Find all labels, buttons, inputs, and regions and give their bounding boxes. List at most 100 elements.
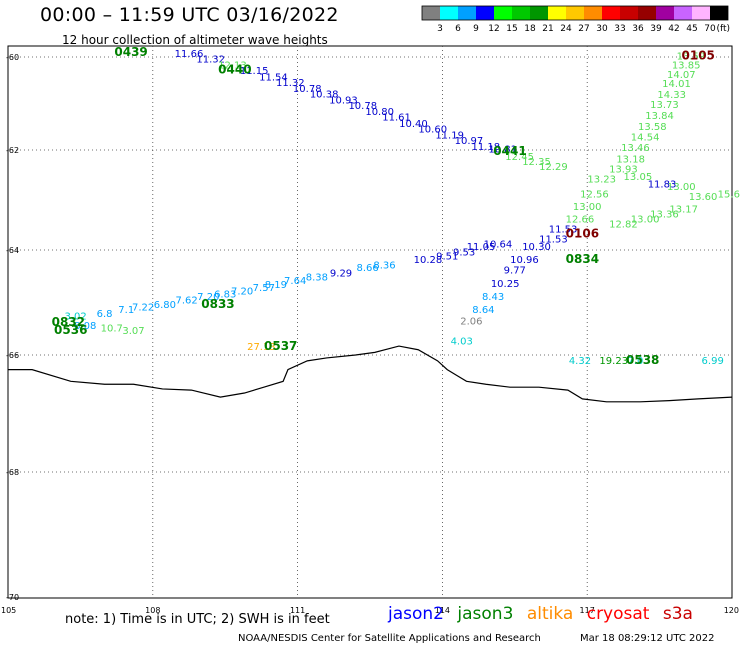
wave-height-value: 7.57 bbox=[253, 283, 275, 294]
scale-swatch bbox=[620, 6, 638, 20]
legend-jason2: jason2 bbox=[388, 604, 444, 624]
scale-tick-label: 36 bbox=[632, 24, 644, 34]
wave-height-value: 7.22 bbox=[132, 302, 154, 313]
wave-height-value: 11.83 bbox=[648, 180, 677, 191]
scale-swatch bbox=[656, 6, 674, 20]
scale-tick-label: 33 bbox=[614, 24, 625, 34]
wave-height-value: 13.00 bbox=[573, 202, 602, 213]
track-time-label: 0833 bbox=[201, 297, 234, 311]
scale-tick-label: 3 bbox=[437, 24, 443, 34]
wave-height-value: 7.64 bbox=[284, 276, 306, 287]
wave-height-value: 13.58 bbox=[638, 122, 667, 133]
scale-swatch bbox=[674, 6, 692, 20]
wave-height-value: 7.62 bbox=[175, 296, 197, 307]
wave-height-value: 8.19 bbox=[265, 280, 287, 291]
track-time-label: 0441 bbox=[493, 144, 526, 158]
scale-tick-label: 30 bbox=[596, 24, 608, 34]
wave-height-value: 13.18 bbox=[616, 155, 645, 166]
wave-height-value: 10.60 bbox=[418, 124, 447, 135]
scale-tick-label: 21 bbox=[542, 24, 553, 34]
scale-swatch bbox=[458, 6, 476, 20]
wave-height-value: 10.38 bbox=[310, 89, 339, 100]
wave-height-value: 10.78 bbox=[348, 101, 377, 112]
track-time-label: 0440 bbox=[218, 62, 251, 76]
lat-label: -68 bbox=[6, 468, 19, 477]
wave-height-value: 10.78 bbox=[293, 84, 322, 95]
note-text: note: 1) Time is in UTC; 2) SWH is in fe… bbox=[65, 612, 330, 627]
wave-height-value: 11.54 bbox=[259, 72, 288, 83]
wave-height-value: 13.85 bbox=[672, 61, 701, 72]
lon-label: 108 bbox=[145, 606, 160, 615]
scale-tick-label: 70 bbox=[704, 24, 716, 34]
legend-cryosat: cryosat bbox=[586, 604, 650, 624]
wave-height-value: 13.59 bbox=[677, 51, 706, 62]
wave-height-value: 13.00 bbox=[667, 182, 696, 193]
wave-height-value: 13.84 bbox=[645, 111, 674, 122]
wave-height-value: 9.77 bbox=[504, 266, 526, 277]
wave-height-value: 10.97 bbox=[455, 136, 484, 147]
wave-height-value: 4.03 bbox=[451, 337, 473, 348]
wave-height-value: 13.73 bbox=[650, 100, 679, 111]
wave-height-value: 7.20 bbox=[197, 292, 219, 303]
wave-height-value: 12.45 bbox=[505, 152, 534, 163]
scale-swatch bbox=[602, 6, 620, 20]
lat-label: -60 bbox=[6, 53, 19, 62]
scale-swatch bbox=[710, 6, 728, 20]
scale-swatch bbox=[692, 6, 710, 20]
wave-height-value: 8.38 bbox=[306, 272, 328, 283]
map-grid bbox=[7, 45, 733, 599]
wave-height-value: 13.60 bbox=[689, 192, 718, 203]
satellite-legend: jason2 jason3 altika cryosat s3a bbox=[388, 604, 701, 624]
scale-tick-label: 9 bbox=[473, 24, 479, 34]
wave-height-value: 2.06 bbox=[460, 317, 482, 328]
lat-label: -64 bbox=[6, 246, 19, 255]
wave-height-value: 8.43 bbox=[482, 292, 504, 303]
wave-height-value: 6.83 bbox=[214, 289, 236, 300]
lat-label: -70 bbox=[6, 593, 19, 602]
scale-swatch bbox=[512, 6, 530, 20]
wave-height-value: 7.20 bbox=[231, 287, 253, 298]
legend-altika: altika bbox=[526, 604, 574, 624]
wave-height-value: 7.0 bbox=[628, 356, 644, 367]
scale-swatch bbox=[476, 6, 494, 20]
wave-height-value: 10.64 bbox=[484, 240, 513, 251]
legend-jason3: jason3 bbox=[457, 604, 514, 624]
wave-height-value: 11.32 bbox=[196, 55, 225, 66]
track-time-label: 0439 bbox=[114, 45, 147, 59]
wave-height-value: 14.01 bbox=[662, 79, 691, 90]
lon-label: 117 bbox=[580, 606, 595, 615]
page-title: 00:00 – 11:59 UTC 03/16/2022 bbox=[40, 4, 339, 26]
scale-unit: (ft) bbox=[716, 24, 730, 34]
lat-label: -62 bbox=[6, 146, 19, 155]
scale-tick-label: 27 bbox=[578, 24, 589, 34]
wave-height-value: 8.36 bbox=[373, 260, 395, 271]
lon-label: 114 bbox=[435, 606, 450, 615]
lon-label: 105 bbox=[1, 606, 16, 615]
wave-height-value: 8.08 bbox=[74, 321, 96, 332]
track-time-label: 0536 bbox=[54, 323, 87, 337]
scale-swatch bbox=[530, 6, 548, 20]
scale-swatch bbox=[422, 6, 440, 20]
lon-label: 111 bbox=[290, 606, 305, 615]
track-time-label: 0834 bbox=[566, 252, 599, 266]
wave-height-value: 11.53 bbox=[539, 235, 568, 246]
scale-swatch bbox=[440, 6, 458, 20]
scale-tick-label: 18 bbox=[524, 24, 536, 34]
wave-height-value: 10.93 bbox=[329, 96, 358, 107]
wave-height-value: 13.17 bbox=[669, 205, 698, 216]
wave-height-value: 15.61 bbox=[718, 190, 740, 201]
footer-credit: NOAA/NESDIS Center for Satellite Applica… bbox=[238, 633, 541, 644]
wave-height-value: 10.96 bbox=[510, 255, 539, 266]
wave-height-value: 9.51 bbox=[436, 251, 458, 262]
coastline bbox=[8, 345, 733, 403]
wave-height-value: 6.80 bbox=[154, 300, 176, 311]
wave-height-value: 11.18 bbox=[472, 142, 501, 153]
wave-height-value: 4.32 bbox=[569, 356, 591, 367]
track-time-label: 0105 bbox=[682, 48, 715, 62]
wave-height-value: 3.07 bbox=[122, 326, 144, 337]
scale-tick-label: 39 bbox=[650, 24, 662, 34]
wave-height-value: 12.56 bbox=[580, 190, 609, 201]
scale-tick-label: 15 bbox=[506, 24, 517, 34]
wave-height-value: 10.7 bbox=[101, 323, 123, 334]
